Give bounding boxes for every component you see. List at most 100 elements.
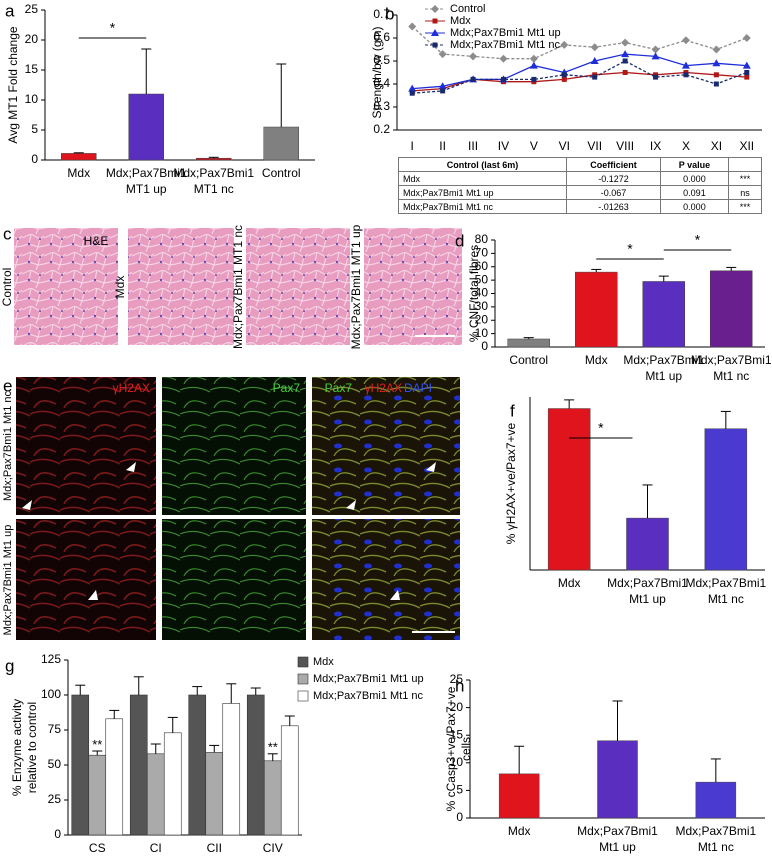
y-tick-label: 0.5 — [373, 53, 390, 67]
marker — [742, 61, 751, 69]
bar — [196, 157, 232, 161]
marker — [408, 84, 417, 92]
panel-letter: g — [5, 656, 14, 675]
error-bar — [658, 275, 669, 282]
error-bar — [75, 684, 86, 695]
table-cell: Coefficient — [566, 157, 661, 172]
x-tick-label: MT1 nc — [194, 182, 234, 196]
legend-label: Mdx — [313, 656, 334, 668]
error-bar — [564, 399, 575, 409]
marker — [500, 76, 506, 82]
x-tick-label: CII — [207, 841, 222, 855]
x-tick-label: Mdx;Pax7Bmi1 — [173, 166, 254, 180]
x-tick-label: III — [468, 139, 478, 153]
marker — [431, 29, 439, 36]
sample-label: Control — [0, 268, 14, 307]
legend-swatch — [297, 673, 309, 685]
error-bar — [209, 744, 220, 753]
table-cell: *** — [728, 199, 762, 214]
error-bar — [267, 753, 278, 761]
panel-letter: e — [3, 376, 12, 395]
bar — [575, 271, 618, 348]
error-bar — [284, 715, 295, 726]
error-bar — [226, 683, 237, 704]
x-tick-label: Mt1 nc — [713, 369, 749, 383]
marker — [529, 54, 538, 63]
x-tick-label: VII — [587, 139, 602, 153]
x-tick-label: Mt1 up — [629, 592, 666, 606]
table-row: Mdx -0.1272 0.000 *** — [397, 171, 762, 186]
marker — [683, 72, 689, 78]
stats-table: Control (last 6m) Coefficient P value Md… — [397, 157, 762, 214]
marker — [438, 82, 447, 90]
y-tick-label: 50 — [475, 272, 489, 286]
table-cell: 0.000 — [659, 199, 730, 214]
marker — [408, 22, 417, 31]
y-tick-label: 0.7 — [373, 7, 390, 21]
panel-letter: d — [455, 231, 464, 250]
marker — [713, 81, 719, 87]
marker — [431, 5, 439, 13]
y-tick-label: 70 — [475, 246, 489, 260]
fluorescence-image — [162, 377, 306, 515]
legend-label: Mdx;Pax7Bmi1 Mt1 nc — [450, 39, 561, 51]
table-cell: -0.1272 — [566, 171, 661, 186]
marker — [590, 43, 599, 52]
marker — [621, 38, 630, 47]
marker — [560, 40, 569, 49]
legend-label: Mdx;Pax7Bmi1 Mt1 nc — [313, 690, 424, 702]
x-tick-label: Mdx;Pax7Bmi1 — [623, 353, 704, 367]
panel-letter: c — [3, 224, 12, 243]
error-bar — [276, 63, 287, 127]
significance-label: ** — [92, 737, 102, 752]
table-cell: P value — [659, 157, 730, 172]
channel-label: DAPI — [404, 381, 432, 395]
channel-label: γH2AX — [113, 381, 150, 395]
bar — [105, 718, 124, 836]
y-tick-label: 80 — [475, 232, 489, 246]
y-tick-label: 10 — [450, 755, 464, 769]
marker — [653, 74, 659, 80]
x-tick-label: X — [682, 139, 690, 153]
x-tick-label: II — [439, 139, 446, 153]
significance-label: * — [110, 20, 116, 36]
y-axis-label: % γH2AX+ve/Pax7+ve — [504, 422, 518, 544]
significance-label: * — [627, 241, 633, 257]
significance-label: * — [598, 420, 604, 436]
series-line — [412, 53, 747, 90]
row-label: Mdx;Pax7Bmi1 Mt1 up — [2, 525, 14, 636]
y-tick-label: 0 — [54, 827, 61, 841]
table-cell: Mdx — [397, 171, 568, 186]
table-cell: ns — [728, 185, 762, 200]
y-tick-label: 5 — [31, 122, 38, 136]
y-tick-label: 15 — [450, 727, 464, 741]
y-tick-label: 75 — [48, 722, 62, 736]
table-cell: Mdx;Pax7Bmi1 Mt1 nc — [397, 199, 568, 214]
marker — [622, 70, 628, 75]
y-tick-label: 25 — [450, 672, 464, 686]
bar — [263, 126, 299, 161]
bar — [129, 694, 148, 836]
y-tick-label: 125 — [41, 652, 61, 666]
y-axis-label: % Enzyme activity — [10, 699, 24, 796]
table-cell: Control (last 6m) — [397, 157, 568, 172]
error-bar — [192, 686, 203, 695]
bar — [222, 703, 241, 836]
x-tick-label: Mdx — [558, 576, 581, 590]
y-tick-label: 20 — [450, 700, 464, 714]
x-tick-label: Mdx — [585, 353, 608, 367]
table-header: Control (last 6m) Coefficient P value — [397, 157, 762, 172]
significance-label: ** — [268, 740, 278, 755]
bar — [128, 93, 164, 161]
sample-label: Mdx — [113, 276, 127, 299]
y-tick-label: 0 — [481, 339, 488, 353]
y-tick-label: 15 — [25, 62, 39, 76]
legend-label: Mdx;Pax7Bmi1 Mt1 up — [450, 27, 561, 39]
bar — [263, 760, 282, 836]
marker — [681, 61, 690, 69]
error-bar — [591, 268, 602, 273]
marker — [621, 50, 630, 58]
error-bar — [141, 48, 152, 94]
marker — [651, 45, 660, 54]
